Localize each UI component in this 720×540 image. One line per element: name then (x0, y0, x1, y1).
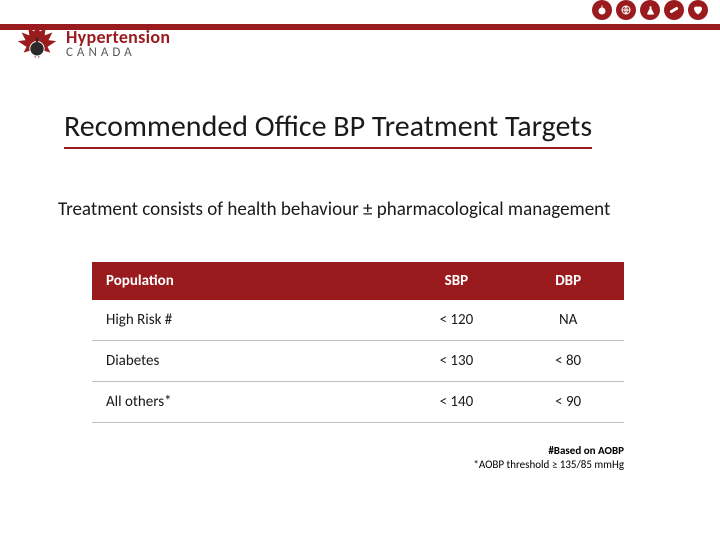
cell-dbp: < 90 (512, 382, 624, 423)
footnote-threshold: *AOBP threshold ≥ 135/85 mmHg (473, 458, 624, 472)
col-sbp: SBP (401, 262, 513, 300)
cell-dbp: < 80 (512, 341, 624, 382)
pill-icon (664, 0, 684, 20)
col-dbp: DBP (512, 262, 624, 300)
brand-logo: Hypertension CANADA (14, 20, 170, 66)
table-row: All others* < 140 < 90 (92, 382, 624, 423)
table-header-row: Population SBP DBP (92, 262, 624, 300)
cell-dbp: NA (512, 300, 624, 341)
brand-text: Hypertension CANADA (66, 28, 170, 59)
cell-population: High Risk # (92, 300, 401, 341)
footnote-aobp: #Based on AOBP (473, 444, 624, 458)
topbar-icons (592, 0, 708, 20)
cell-sbp: < 140 (401, 382, 513, 423)
maple-leaf-icon (14, 20, 60, 66)
brand-name-top: Hypertension (66, 28, 170, 46)
apple-icon (592, 0, 612, 20)
footnotes: #Based on AOBP *AOBP threshold ≥ 135/85 … (473, 444, 624, 472)
table-row: Diabetes < 130 < 80 (92, 341, 624, 382)
globe-icon (616, 0, 636, 20)
cell-population: Diabetes (92, 341, 401, 382)
cell-sbp: < 130 (401, 341, 513, 382)
page-title: Recommended Office BP Treatment Targets (64, 108, 592, 149)
bp-targets-table: Population SBP DBP High Risk # < 120 NA … (92, 262, 624, 423)
brand-name-bottom: CANADA (66, 46, 170, 59)
col-population: Population (92, 262, 401, 300)
subtitle: Treatment consists of health behaviour ±… (58, 198, 610, 221)
table-row: High Risk # < 120 NA (92, 300, 624, 341)
cell-population: All others* (92, 382, 401, 423)
heart-icon (688, 0, 708, 20)
flask-icon (640, 0, 660, 20)
cell-sbp: < 120 (401, 300, 513, 341)
